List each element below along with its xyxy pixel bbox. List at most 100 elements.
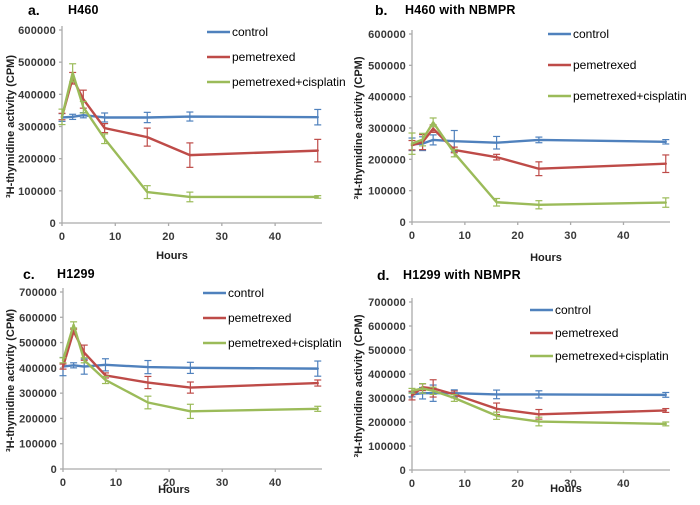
legend-label-pemetrexed: pemetrexed [555,326,618,340]
y-tick-label: 100000 [368,186,406,198]
legend-item-control: control [530,303,591,317]
legend-item-pemetrexed: pemetrexed [207,50,295,64]
axes [60,288,322,472]
y-tick-label: 0 [400,217,406,229]
y-tick-label: 500000 [18,57,56,69]
legend-item-pemetrexed: pemetrexed [548,58,636,72]
legend-label-pemetrexed: pemetrexed [232,50,295,64]
panel-b: 0 100000 200000 300000 400000 500000 600000 0 10… [350,0,700,264]
y-tick-label: 400000 [19,363,57,375]
series-pemetrexed_cisplatin [408,383,670,427]
error-bars-pemetrexed_cisplatin [408,383,670,427]
legend-d: control pemetrexed pemetrexed+cisplatin [530,303,669,363]
chart-c: 0 100000 200000 300000 400000 500000 600000 700… [5,286,342,496]
legend-a: control pemetrexed pemetrexed+cisplatin [207,25,346,89]
legend-label-pemetrexed: pemetrexed [573,58,636,72]
x-axis-label: Hours [550,483,582,495]
x-tick-label: 0 [59,231,65,243]
legend-label-pemetrexed_cisplatin: pemetrexed+cisplatin [228,336,342,350]
series-line-control [60,114,319,119]
x-tick-label: 0 [409,230,415,242]
legend-label-control: control [555,303,591,317]
series-pemetrexed [408,124,670,177]
x-tick-label: 20 [162,231,175,243]
x-tick-label: 40 [269,477,282,489]
legend-label-control: control [232,25,268,39]
chart-b: 0 100000 200000 300000 400000 500000 600000 0 10… [353,27,687,264]
y-tick-label: 200000 [19,413,57,425]
legend-label-pemetrexed: pemetrexed [228,311,291,325]
legend-label-pemetrexed_cisplatin: pemetrexed+cisplatin [573,89,687,103]
x-tick-label: 20 [511,478,524,490]
x-tick-label: 10 [110,477,123,489]
legend-item-control: control [203,286,264,300]
y-tick-label: 700000 [19,287,57,299]
x-tick-label: 30 [216,231,229,243]
panel-title-b: H460 with NBMPR [405,3,516,17]
panel-letter-b: b. [375,2,388,18]
panel-letter-a: a. [28,2,40,18]
series-pemetrexed_cisplatin [59,321,322,420]
y-tick-label: 500000 [368,60,406,72]
x-tick-label: 30 [216,477,229,489]
panel-letter-c: c. [23,266,35,282]
x-tick-label: 40 [617,478,630,490]
y-tick-label: 600000 [368,321,406,333]
legend-item-control: control [548,27,609,41]
legend-label-control: control [228,286,264,300]
y-tick-label: 400000 [18,89,56,101]
series-line-pemetrexed [61,329,319,389]
y-tick-label: 100000 [19,439,57,451]
legend-b: control pemetrexed pemetrexed+cisplatin [548,27,687,103]
y-tick-label: 500000 [19,338,57,350]
x-tick-label: 20 [163,477,176,489]
panel-a: 0 100000 200000 300000 400000 500000 600000 0 10… [0,0,350,262]
axes [409,298,670,473]
series-line-pemetrexed_cisplatin [61,323,319,413]
y-axis-label: ³H-thymidine activity (CPM) [5,309,17,452]
panel-title-a: H460 [68,3,99,17]
error-bars-pemetrexed_cisplatin [59,321,322,420]
panel-title-c: H1299 [57,267,95,281]
legend-label-pemetrexed_cisplatin: pemetrexed+cisplatin [232,75,346,89]
y-tick-label: 200000 [368,154,406,166]
x-tick-label: 30 [564,478,577,490]
x-tick-label: 0 [409,478,415,490]
y-tick-label: 100000 [368,441,406,453]
x-axis-label: Hours [530,252,562,264]
chart-d: 0 100000 200000 300000 400000 500000 600000 700… [353,297,670,495]
series-pemetrexed_cisplatin [408,117,670,210]
axes [409,30,670,225]
series-line-control [61,363,319,370]
y-tick-label: 0 [50,218,56,230]
series-line-pemetrexed_cisplatin [60,71,319,199]
series-line-pemetrexed_cisplatin [410,387,667,426]
series-pemetrexed [408,379,670,420]
y-tick-label: 500000 [368,345,406,357]
legend-item-pemetrexed_cisplatin: pemetrexed+cisplatin [207,75,346,89]
panel-letter-d: d. [377,267,390,283]
series-control [408,129,670,153]
legend-c: control pemetrexed pemetrexed+cisplatin [203,286,342,350]
y-tick-label: 300000 [19,388,57,400]
panel-d: 0 100000 200000 300000 400000 500000 600000 700… [350,253,700,505]
y-tick-label: 200000 [18,154,56,166]
y-axis-label: ³H-thymidine activity (CPM) [353,314,365,457]
x-tick-label: 10 [459,478,472,490]
y-tick-label: 100000 [18,186,56,198]
y-tick-label: 400000 [368,369,406,381]
series-line-pemetrexed_cisplatin [410,121,667,206]
y-tick-label: 200000 [368,417,406,429]
y-axis-label: ³H-thymidine activity (CPM) [353,56,365,199]
legend-item-pemetrexed_cisplatin: pemetrexed+cisplatin [203,336,342,350]
y-tick-label: 0 [400,465,406,477]
y-tick-label: 600000 [19,312,57,324]
y-tick-label: 600000 [368,29,406,41]
series-pemetrexed_cisplatin [58,63,322,203]
x-axis-label: Hours [156,250,188,262]
legend-item-pemetrexed_cisplatin: pemetrexed+cisplatin [530,349,669,363]
x-tick-label: 10 [109,231,122,243]
y-tick-label: 300000 [368,123,406,135]
legend-item-control: control [207,25,268,39]
